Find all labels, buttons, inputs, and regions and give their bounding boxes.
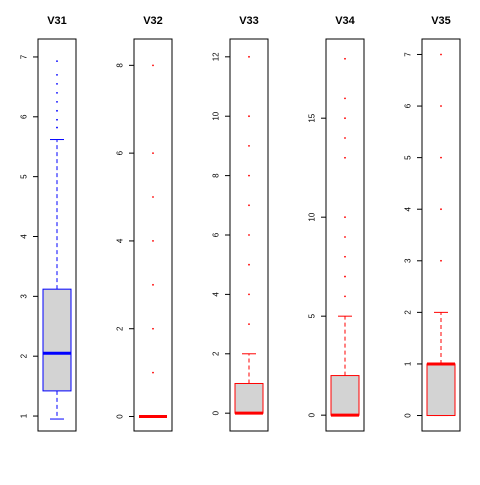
y-tick-label: 5 [20,174,29,179]
panel-title: V32 [143,15,163,27]
y-tick-label: 5 [404,155,413,160]
y-tick-label: 3 [20,294,29,299]
outlier-point [344,156,346,159]
y-tick-label: 12 [212,52,221,61]
iqr-box [42,288,72,392]
y-tick-label: 0 [212,410,221,415]
outlier-point [248,263,250,266]
outlier-point [152,371,154,374]
outlier-point [248,145,250,147]
outlier-point [440,156,442,159]
outlier-point [440,259,442,262]
outlier-point [56,82,58,85]
outlier-point [152,283,154,286]
panel-v34: V34 0 5 10 15 [308,15,365,432]
y-tick-label: 8 [212,173,221,178]
y-tick-label: 4 [404,206,413,211]
outlier-point [152,240,154,242]
outlier-point [152,152,154,155]
outlier-point [56,109,58,112]
panel-title: V34 [335,15,355,27]
y-tick-label: 7 [20,54,29,59]
y-tick-label: 0 [116,414,125,419]
outlier-point [56,60,58,63]
y-tick-label: 3 [404,258,413,263]
y-tick-label: 2 [212,351,221,356]
y-tick-label: 5 [308,313,317,318]
outlier-point [440,105,442,107]
y-tick-label: 7 [404,52,413,57]
y-tick-label: 6 [212,232,221,237]
plot-frame [325,38,365,432]
outlier-point [440,53,442,56]
y-tick-label: 4 [116,238,125,243]
y-tick-label: 1 [404,361,413,366]
plot-frame [421,38,461,432]
outlier-point [152,64,154,67]
panel-title: V33 [239,15,259,27]
panel-v32: V32 0 2 4 6 8 [116,15,173,432]
plot-frame [37,38,77,432]
y-tick-label: 6 [20,114,29,119]
outlier-point [56,118,58,121]
outlier-point [344,255,346,258]
y-tick-label: 6 [116,150,125,155]
outlier-point [56,91,58,94]
y-tick-label: 15 [308,113,317,122]
panel-v31: V31 1 2 3 4 5 6 7 [20,15,77,432]
outlier-point [344,57,346,60]
panel-title: V35 [431,15,451,27]
iqr-box [426,363,456,417]
outlier-point [344,275,346,278]
outlier-point [440,208,442,211]
outlier-point [344,216,346,219]
outlier-point [56,126,58,129]
outlier-point [248,115,250,118]
outlier-point [344,137,346,139]
y-tick-label: 8 [116,63,125,68]
outlier-point [248,293,250,296]
outlier-point [56,100,58,103]
panel-v33: V33 0 2 4 6 8 10 12 [212,15,269,432]
y-tick-label: 10 [308,212,317,221]
y-tick-label: 0 [308,412,317,417]
panel-title: V31 [47,15,67,27]
y-tick-label: 2 [20,353,29,358]
outlier-point [344,117,346,120]
iqr-box [234,382,264,414]
outlier-point [344,236,346,238]
outlier-point [152,196,154,198]
outlier-point [56,74,58,76]
outlier-point [344,97,346,100]
outlier-point [344,295,346,298]
outlier-point [248,234,250,236]
y-tick-label: 6 [404,103,413,108]
y-tick-label: 1 [20,413,29,418]
y-tick-label: 4 [20,234,29,239]
outlier-point [248,323,250,325]
outlier-point [248,55,250,58]
outlier-point [248,204,250,207]
outlier-point [152,327,154,330]
y-tick-label: 0 [404,413,413,418]
plot-frame [133,38,173,432]
y-tick-label: 2 [116,326,125,331]
outlier-point [248,174,250,177]
y-tick-label: 10 [212,111,221,120]
y-tick-label: 2 [404,310,413,315]
iqr-box [330,375,360,416]
y-tick-label: 4 [212,292,221,297]
panel-v35: V35 0 1 2 3 4 5 6 7 [404,15,461,432]
